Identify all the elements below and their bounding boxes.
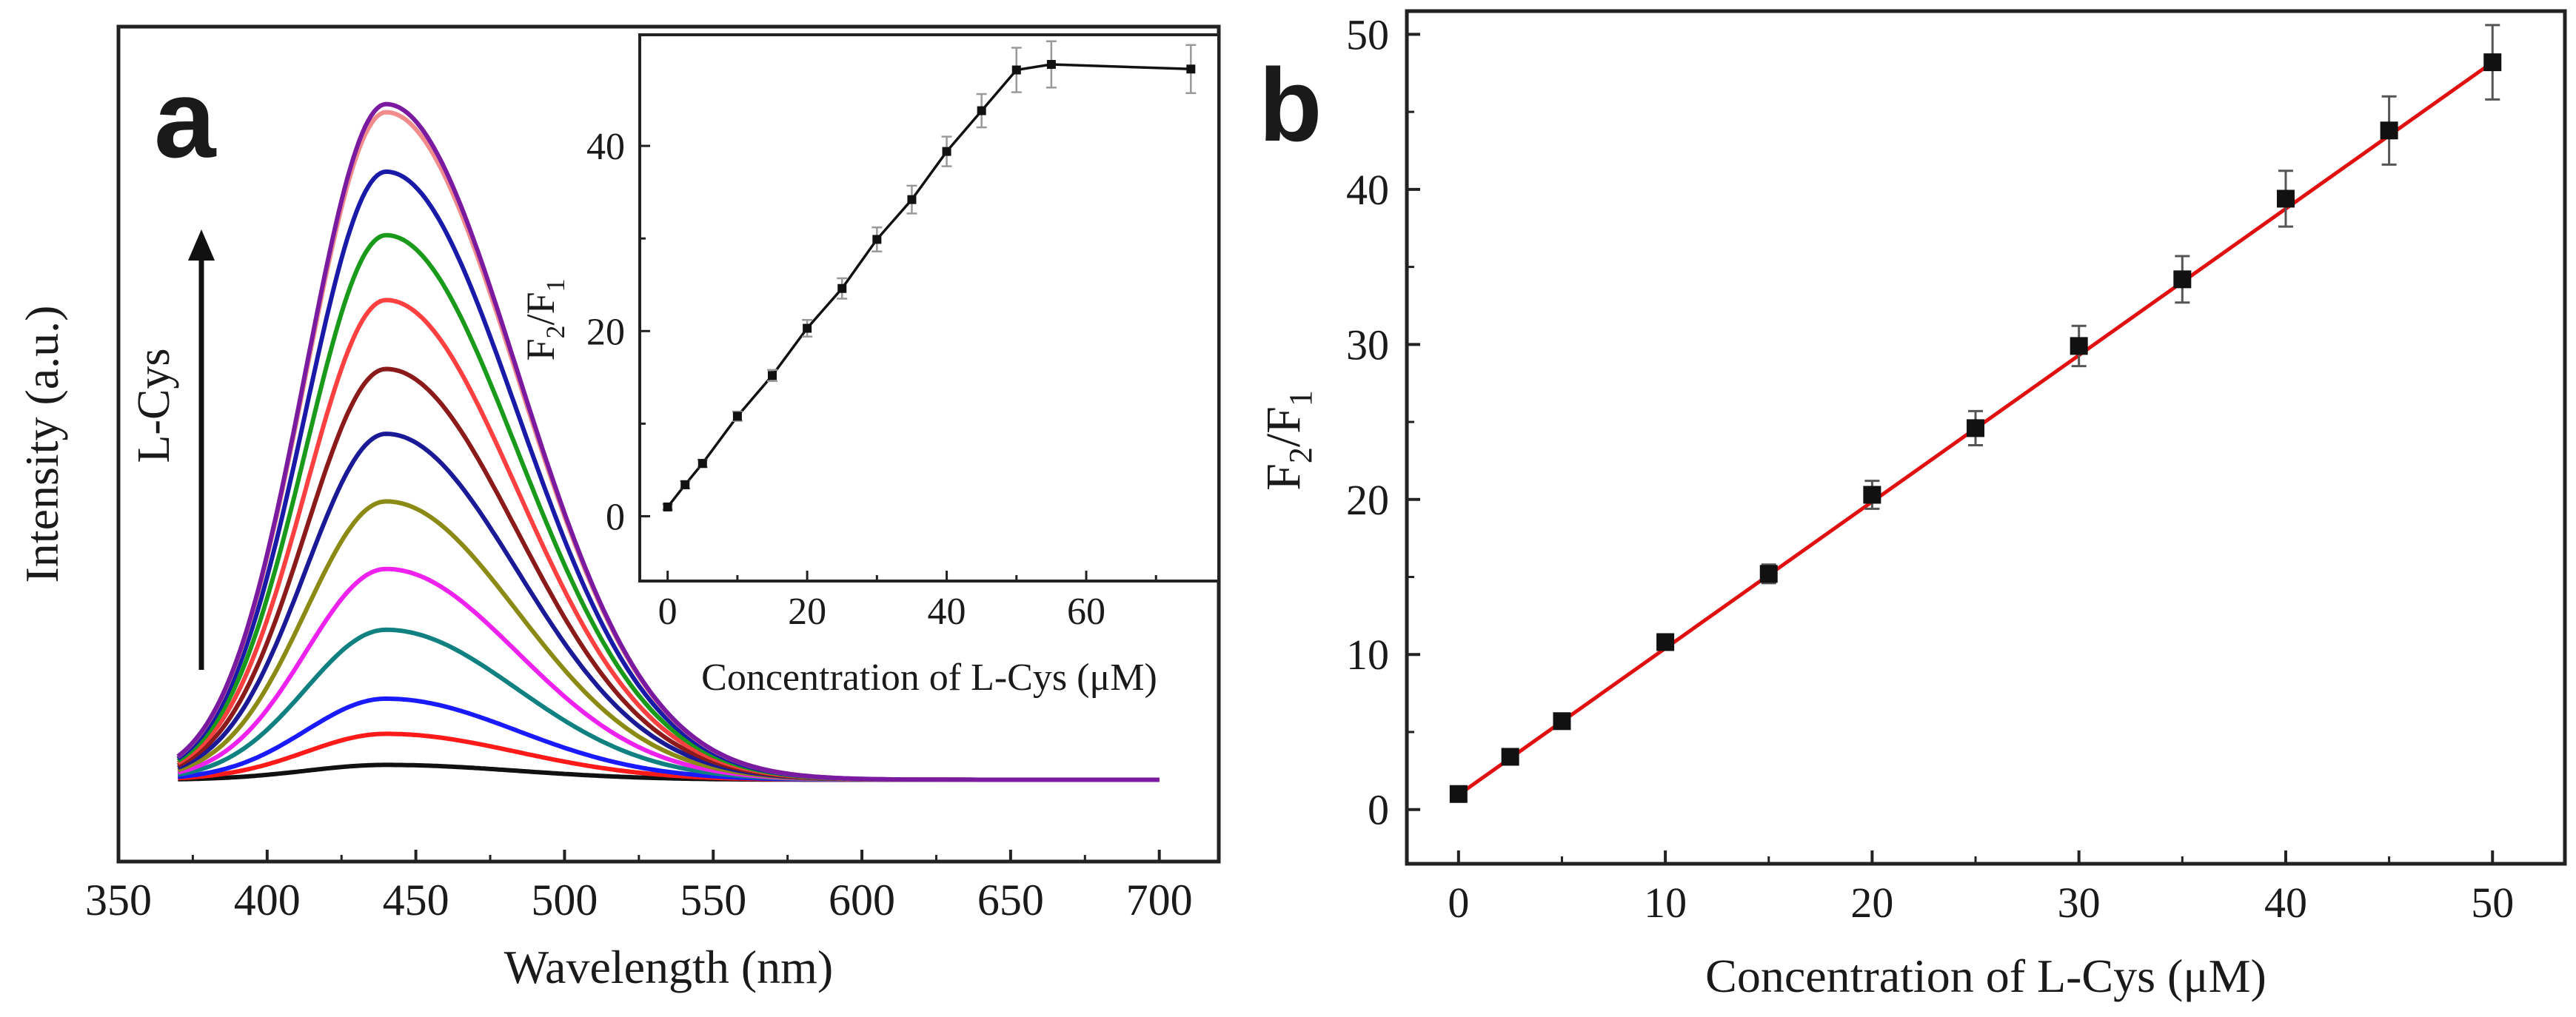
b-data-point (2173, 270, 2192, 289)
inset-data-point (680, 480, 690, 489)
inset-x-tick-label: 60 (1067, 591, 1105, 633)
panel-a-inset: 0 20 40 60 0 20 40 Concentration of L-Cys (μM)… (518, 33, 1220, 699)
a-x-tick-label: 350 (85, 876, 152, 924)
b-x-tick-label: 0 (1448, 879, 1469, 927)
a-x-tick-label: 700 (1126, 876, 1193, 924)
inset-y-axis-title: F2/F1 (518, 278, 570, 360)
a-x-tick-label: 550 (680, 876, 746, 924)
b-y-tick-label: 10 (1346, 631, 1389, 679)
b-x-tick-label: 40 (2264, 879, 2307, 927)
panel-b-frame (1405, 9, 2567, 866)
b-data-point (1656, 633, 1675, 651)
b-y-title-f2-sub: 2 (1282, 447, 1319, 463)
inset-x-axis-title: Concentration of L-Cys (μM) (701, 657, 1157, 699)
inset-frame (638, 33, 1220, 583)
inset-data-point (872, 235, 882, 244)
inset-data-point (768, 371, 777, 380)
panel-b-y-axis-title: F2/F1 (1257, 390, 1319, 491)
b-y-title-f2: F (1257, 463, 1311, 491)
b-data-point (1967, 419, 1985, 437)
l-cys-arrow-label: L-Cys (129, 349, 179, 463)
panel-b-letter: b (1259, 47, 1322, 163)
panel-a-x-axis: 350 400 450 500 550 600 650 700 (85, 850, 1193, 924)
inset-y-title-f2: F (518, 339, 563, 361)
inset-data-point (977, 106, 986, 115)
inset-data-point (1186, 64, 1196, 74)
inset-data-point (1011, 65, 1021, 75)
panel-b-x-axis-title: Concentration of L-Cys (μM) (1705, 950, 2266, 1002)
panel-b: b 0 10 20 30 40 50 0 10 20 30 40 50 Concentration o… (1257, 9, 2567, 1002)
panel-b-marks: 0 10 20 30 40 50 0 10 20 30 40 50 (1346, 10, 2514, 927)
inset-data-point (732, 412, 742, 421)
inset-x-tick-label: 20 (788, 591, 826, 633)
b-y-tick-label: 20 (1346, 476, 1389, 524)
b-y-tick-label: 0 (1368, 786, 1389, 834)
b-data-point (2070, 337, 2088, 355)
inset-y-tick-label: 40 (586, 126, 625, 168)
inset-data-point (663, 502, 672, 511)
inset-data-point (837, 283, 847, 293)
inset-y-tick-label: 20 (586, 311, 625, 353)
inset-series-line (666, 63, 1191, 508)
b-data-point (1553, 712, 1571, 731)
b-y-tick-label: 30 (1346, 320, 1389, 369)
b-data-point (2483, 53, 2502, 72)
panel-a-y-axis-title: Intensity (a.u.) (16, 306, 68, 583)
b-data-point (1501, 748, 1519, 766)
a-x-tick-label: 500 (531, 876, 598, 924)
inset-x-tick-label: 40 (928, 591, 966, 633)
inset-data-point (942, 147, 951, 156)
b-x-tick-label: 50 (2471, 879, 2514, 927)
spectrum-line-12 (176, 101, 1160, 782)
b-data-point (2380, 121, 2398, 140)
inset-data-point (697, 459, 707, 469)
inset-data-point (1046, 60, 1056, 70)
panel-a-letter: a (154, 56, 217, 181)
inset-data-point (907, 195, 917, 204)
panel-a-x-axis-title: Wavelength (nm) (504, 941, 833, 993)
l-cys-increase-arrow (188, 229, 215, 670)
inset-y-title-f1: /F (518, 292, 563, 325)
b-data-point (1449, 785, 1468, 803)
b-x-tick-label: 30 (2058, 879, 2101, 927)
b-x-tick-label: 10 (1644, 879, 1687, 927)
inset-y-title-f2-sub: 2 (541, 326, 570, 339)
a-x-tick-label: 650 (977, 876, 1044, 924)
a-x-tick-label: 400 (234, 876, 301, 924)
inset-data-point (803, 323, 812, 333)
panel-a: a 350 400 450 500 550 600 650 700 Wavelength (n… (16, 24, 1221, 993)
b-y-title-f1-sub: 1 (1282, 390, 1319, 406)
inset-y-title-f1-sub: 1 (541, 278, 570, 292)
emission-spectra (176, 101, 1160, 782)
a-x-tick-label: 600 (829, 876, 895, 924)
b-x-tick-label: 20 (1850, 879, 1893, 927)
inset-marks: 0 20 40 60 0 20 40 (586, 40, 1197, 633)
inset-y-tick-label: 0 (606, 496, 625, 538)
b-data-point (1863, 486, 1881, 504)
b-y-tick-label: 50 (1346, 10, 1389, 58)
b-y-title-f1: /F (1257, 406, 1311, 447)
inset-x-tick-label: 0 (658, 591, 678, 633)
b-data-point (1759, 565, 1778, 583)
a-x-tick-label: 450 (383, 876, 449, 924)
b-y-tick-label: 40 (1346, 166, 1389, 214)
b-data-point (2276, 189, 2295, 208)
